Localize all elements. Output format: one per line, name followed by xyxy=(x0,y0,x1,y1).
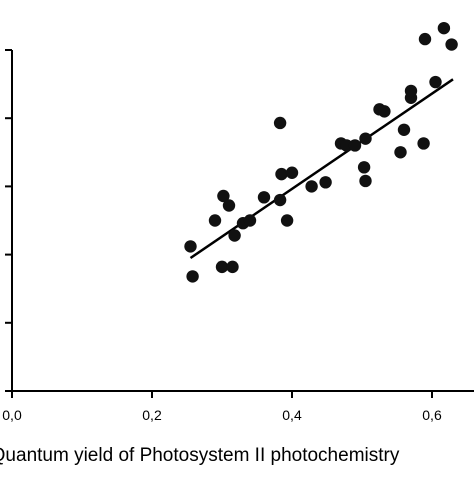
data-point xyxy=(319,176,332,189)
data-point xyxy=(243,214,257,227)
data-point xyxy=(186,270,199,283)
data-point xyxy=(437,21,451,35)
data-point xyxy=(275,167,288,181)
x-axis-title: Quantum yield of Photosystem II photoche… xyxy=(0,445,400,466)
data-point xyxy=(429,75,442,89)
data-point xyxy=(418,32,432,46)
data-point xyxy=(378,105,391,118)
x-tick-label: 0,6 xyxy=(422,407,442,423)
axis-ticks xyxy=(5,49,433,398)
data-point xyxy=(445,38,458,51)
data-point xyxy=(280,214,294,227)
data-point xyxy=(404,84,418,98)
data-point xyxy=(217,189,230,203)
tick-labels: 0,0 0,2 0,4 0,6 xyxy=(2,407,442,423)
trendline xyxy=(189,78,454,260)
data-point xyxy=(273,116,287,130)
data-point xyxy=(359,132,372,145)
data-point xyxy=(305,180,318,193)
data-point xyxy=(357,161,371,174)
data-point xyxy=(417,137,430,150)
data-point xyxy=(394,146,407,159)
data-point xyxy=(359,174,372,188)
trendline-group xyxy=(189,78,454,260)
data-point xyxy=(226,260,239,274)
data-point xyxy=(348,139,362,152)
data-point xyxy=(228,229,241,242)
data-point xyxy=(184,240,197,253)
data-point xyxy=(273,193,287,207)
data-point xyxy=(397,123,411,136)
x-tick-label: 0,4 xyxy=(282,407,302,423)
data-point xyxy=(215,260,229,274)
axes xyxy=(11,50,474,392)
data-points xyxy=(184,21,458,283)
x-tick-label: 0,2 xyxy=(142,407,162,423)
x-tick-label: 0,0 xyxy=(2,407,22,423)
data-point xyxy=(257,191,271,204)
data-point xyxy=(222,199,236,212)
data-point xyxy=(208,214,222,227)
data-point xyxy=(285,166,299,179)
